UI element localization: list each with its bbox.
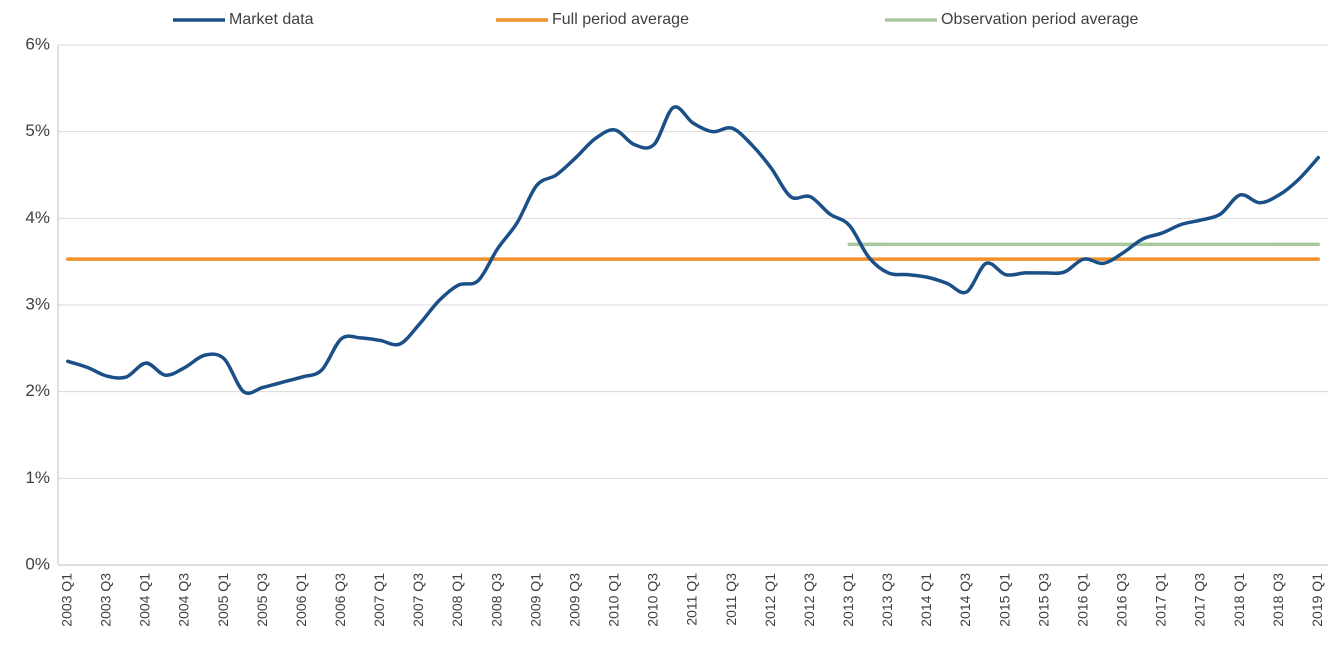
x-tick-label: 2004 Q1 — [137, 573, 153, 627]
x-tick-label: 2015 Q1 — [996, 573, 1012, 627]
x-tick-label: 2011 Q1 — [684, 573, 700, 626]
y-tick-label: 4% — [25, 208, 50, 227]
y-tick-label: 0% — [25, 554, 50, 573]
x-tick-label: 2003 Q3 — [98, 573, 114, 627]
y-tick-label: 5% — [25, 121, 50, 140]
y-tick-label: 2% — [25, 381, 50, 400]
x-tick-label: 2005 Q3 — [254, 573, 270, 627]
y-tick-label: 6% — [25, 34, 50, 53]
x-tick-label: 2016 Q3 — [1114, 573, 1130, 627]
legend-label: Observation period average — [941, 11, 1139, 28]
x-tick-label: 2010 Q3 — [645, 573, 661, 627]
x-tick-label: 2017 Q1 — [1153, 573, 1169, 627]
x-tick-label: 2010 Q1 — [606, 573, 622, 627]
legend-label: Market data — [229, 11, 314, 28]
x-tick-label: 2005 Q1 — [215, 573, 231, 627]
x-tick-label: 2011 Q3 — [723, 573, 739, 626]
x-tick-label: 2018 Q1 — [1231, 573, 1247, 627]
x-tick-label: 2012 Q3 — [801, 573, 817, 627]
x-tick-label: 2004 Q3 — [176, 573, 192, 627]
y-tick-label: 3% — [25, 294, 50, 313]
x-tick-label: 2006 Q1 — [293, 573, 309, 627]
x-tick-label: 2009 Q3 — [566, 573, 582, 627]
line-series — [66, 105, 1320, 395]
x-tick-label: 2007 Q1 — [371, 573, 387, 627]
x-tick-label: 2013 Q3 — [879, 573, 895, 627]
x-tick-label: 2003 Q1 — [58, 573, 74, 627]
x-tick-label: 2018 Q3 — [1270, 573, 1286, 627]
x-tick-label: 2013 Q1 — [840, 573, 856, 627]
x-tick-label: 2007 Q3 — [410, 573, 426, 627]
x-tick-label: 2019 Q1 — [1309, 573, 1325, 627]
x-tick-label: 2008 Q1 — [449, 573, 465, 627]
x-tick-label: 2009 Q1 — [527, 573, 543, 627]
x-tick-label: 2014 Q1 — [918, 573, 934, 627]
legend-label: Full period average — [552, 11, 689, 28]
y-tick-label: 1% — [25, 468, 50, 487]
x-tick-label: 2012 Q1 — [762, 573, 778, 627]
x-tick-label: 2015 Q3 — [1035, 573, 1051, 627]
x-tick-label: 2016 Q1 — [1074, 573, 1090, 627]
x-tick-label: 2014 Q3 — [957, 573, 973, 627]
x-tick-label: 2017 Q3 — [1192, 573, 1208, 627]
x-tick-label: 2006 Q3 — [332, 573, 348, 627]
x-tick-label: 2008 Q3 — [488, 573, 504, 627]
